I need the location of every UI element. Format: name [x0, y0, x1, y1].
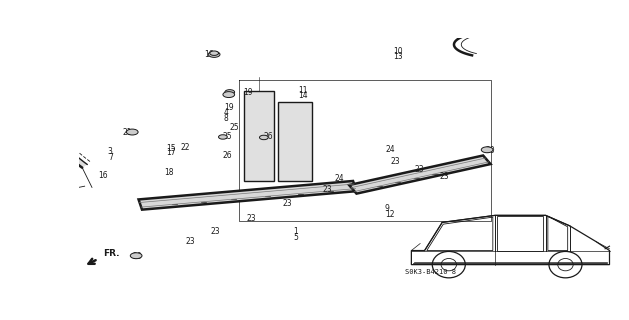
Text: 10: 10 — [393, 47, 403, 56]
Polygon shape — [0, 34, 63, 149]
Text: 15: 15 — [166, 144, 176, 153]
Text: 25: 25 — [223, 132, 232, 141]
Text: 23: 23 — [391, 157, 400, 166]
Circle shape — [126, 129, 138, 135]
Polygon shape — [138, 181, 357, 210]
FancyBboxPatch shape — [303, 186, 311, 194]
Circle shape — [223, 92, 235, 98]
Text: FR.: FR. — [103, 249, 120, 258]
Text: 18: 18 — [164, 168, 174, 177]
Text: 21: 21 — [123, 128, 132, 137]
Text: 8: 8 — [224, 114, 229, 123]
Circle shape — [260, 135, 268, 140]
Text: 24: 24 — [335, 174, 344, 183]
Circle shape — [225, 90, 235, 95]
Polygon shape — [21, 73, 87, 168]
FancyBboxPatch shape — [177, 197, 186, 204]
FancyBboxPatch shape — [400, 175, 409, 182]
Circle shape — [57, 144, 69, 150]
Text: 13: 13 — [393, 52, 403, 61]
Text: 23: 23 — [247, 214, 257, 223]
Text: 17: 17 — [166, 148, 176, 157]
Text: 24: 24 — [386, 145, 396, 154]
Text: S0K3-B4210 8: S0K3-B4210 8 — [405, 269, 456, 276]
Text: 11: 11 — [298, 86, 308, 95]
Text: 14: 14 — [298, 91, 308, 100]
Text: 16: 16 — [98, 171, 108, 180]
Circle shape — [130, 253, 142, 259]
Text: 23: 23 — [282, 199, 292, 209]
FancyBboxPatch shape — [269, 189, 278, 197]
Circle shape — [218, 135, 227, 139]
Text: 23: 23 — [440, 172, 449, 181]
FancyBboxPatch shape — [381, 179, 390, 186]
Text: 1: 1 — [293, 227, 298, 236]
Circle shape — [13, 72, 25, 78]
Text: 23: 23 — [415, 165, 425, 174]
Text: 16: 16 — [204, 50, 214, 59]
Text: 12: 12 — [385, 210, 394, 219]
Polygon shape — [245, 92, 274, 181]
Polygon shape — [279, 102, 311, 181]
Text: 20: 20 — [132, 252, 142, 261]
Text: 20: 20 — [486, 146, 495, 155]
Text: 19: 19 — [243, 88, 253, 97]
Text: 23: 23 — [323, 185, 332, 194]
Polygon shape — [349, 156, 491, 194]
Text: 4: 4 — [224, 108, 229, 117]
Text: 26: 26 — [264, 132, 274, 141]
Text: 3: 3 — [108, 147, 113, 156]
Text: 9: 9 — [385, 204, 389, 213]
FancyBboxPatch shape — [206, 195, 214, 202]
Text: 26: 26 — [223, 151, 232, 160]
FancyBboxPatch shape — [235, 192, 244, 200]
Text: 22: 22 — [181, 143, 191, 152]
Text: 19: 19 — [224, 103, 233, 112]
Text: 5: 5 — [293, 233, 298, 242]
FancyBboxPatch shape — [437, 166, 445, 174]
Text: 23: 23 — [210, 227, 220, 236]
Circle shape — [209, 51, 218, 55]
FancyBboxPatch shape — [418, 171, 427, 178]
Circle shape — [208, 52, 220, 57]
Text: 23: 23 — [186, 237, 196, 246]
FancyBboxPatch shape — [333, 184, 342, 191]
Text: 25: 25 — [230, 123, 240, 132]
Circle shape — [481, 147, 493, 153]
Text: 7: 7 — [108, 153, 113, 162]
